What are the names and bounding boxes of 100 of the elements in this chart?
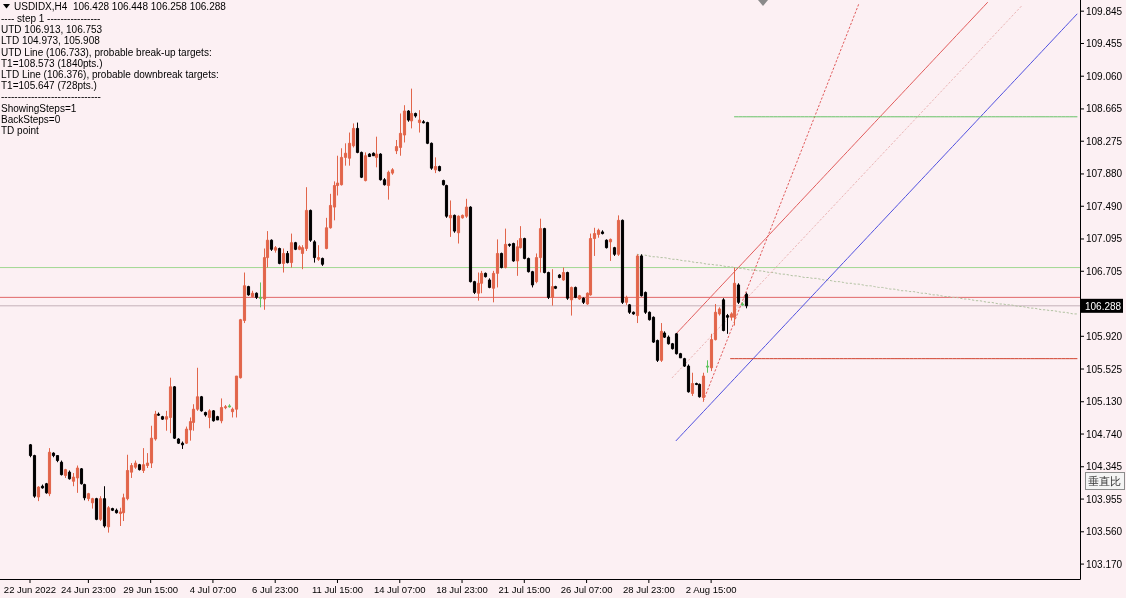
y-tick-label: 103.955 bbox=[1086, 493, 1123, 505]
candlestick bbox=[44, 482, 49, 495]
candlestick bbox=[577, 294, 582, 301]
candlestick bbox=[320, 257, 325, 267]
candlestick bbox=[464, 198, 469, 219]
y-tick-label: 108.665 bbox=[1086, 103, 1123, 115]
candlestick bbox=[732, 267, 737, 327]
candlestick bbox=[367, 152, 372, 158]
y-tick-label: 107.880 bbox=[1086, 168, 1123, 180]
x-tick-label: 21 Jul 15:00 bbox=[498, 584, 551, 595]
candlestick bbox=[476, 272, 481, 302]
y-tick-label: 108.275 bbox=[1086, 135, 1123, 147]
candlestick bbox=[156, 412, 161, 417]
candlestick bbox=[63, 468, 68, 479]
candlestick bbox=[553, 285, 558, 290]
annotation: UTD Line (106.733), probable break-up targets: bbox=[1, 46, 212, 58]
candlestick bbox=[433, 156, 438, 174]
candlestick bbox=[600, 229, 605, 235]
candlestick bbox=[55, 455, 60, 463]
annotation: T1=108.573 (1840pts.) bbox=[1, 57, 103, 69]
y-tick-label: 104.345 bbox=[1086, 461, 1123, 473]
candlestick bbox=[608, 238, 613, 262]
candlestick bbox=[550, 268, 555, 307]
annotation: ------------------------------ bbox=[1, 91, 101, 103]
annotation: LTD 104.973, 105.908 bbox=[1, 35, 101, 47]
candlestick bbox=[581, 296, 586, 305]
x-tick-label: 18 Jul 23:00 bbox=[436, 584, 488, 595]
candlestick bbox=[281, 248, 286, 274]
x-tick-label: 2 Aug 15:00 bbox=[685, 584, 737, 595]
candlestick bbox=[374, 136, 379, 168]
candlestick bbox=[180, 441, 185, 450]
y-tick-label: 105.130 bbox=[1086, 396, 1123, 408]
candlestick bbox=[409, 88, 414, 129]
candlestick bbox=[254, 291, 259, 300]
candlestick bbox=[110, 507, 115, 512]
candlestick bbox=[417, 109, 422, 134]
candlestick bbox=[273, 245, 278, 254]
x-tick-label: 29 Jun 15:00 bbox=[123, 584, 179, 595]
candlestick bbox=[75, 465, 80, 494]
candlestick bbox=[503, 228, 508, 269]
candlestick bbox=[203, 411, 208, 418]
x-tick-label: 11 Jul 15:00 bbox=[311, 584, 364, 595]
candlestick bbox=[386, 170, 391, 201]
candlestick bbox=[168, 377, 173, 434]
x-tick-label: 24 Jun 23:00 bbox=[60, 584, 116, 595]
candlestick bbox=[569, 286, 574, 317]
candlestick bbox=[246, 285, 251, 297]
y-tick-label: 106.705 bbox=[1086, 265, 1123, 277]
annotation: UTD 106.913, 106.753 bbox=[1, 24, 103, 36]
line-series bbox=[636, 253, 1078, 315]
annotation: ShowingSteps=1 bbox=[1, 102, 77, 114]
candlestick bbox=[413, 112, 418, 119]
candlestick bbox=[51, 451, 56, 458]
candlestick bbox=[36, 485, 41, 502]
candlestick bbox=[219, 397, 224, 424]
y-tick-label: 107.095 bbox=[1086, 233, 1123, 245]
y-tick-label: 105.525 bbox=[1086, 363, 1123, 375]
candlestick bbox=[289, 233, 294, 269]
annotation: ---- step 1 ---------------- bbox=[1, 13, 101, 24]
annotation: TD point bbox=[1, 125, 40, 136]
x-tick-label: 26 Jul 07:00 bbox=[560, 584, 613, 595]
annotation: T1=105.647 (728pts.) bbox=[1, 80, 97, 92]
x-tick-label: 14 Jul 07:00 bbox=[373, 584, 426, 595]
candlestick bbox=[102, 485, 107, 529]
line-series bbox=[675, 13, 1078, 442]
candlestick bbox=[67, 469, 72, 481]
candlestick bbox=[160, 415, 165, 421]
candlestick bbox=[316, 244, 321, 262]
candlestick bbox=[456, 214, 461, 245]
candlestick bbox=[227, 403, 232, 409]
ref-line-label: 106.288 bbox=[1085, 300, 1122, 312]
chart-title: USDIDX,H4 106.428 106.448 106.258 106.288 bbox=[14, 1, 227, 12]
candlestick bbox=[690, 372, 695, 397]
candlestick bbox=[557, 273, 562, 279]
candlestick bbox=[207, 408, 212, 429]
x-tick-label: 22 Jun 2022 bbox=[3, 584, 57, 595]
candlestick bbox=[561, 267, 566, 282]
y-tick-label: 109.845 bbox=[1086, 5, 1123, 17]
candlestick bbox=[114, 508, 119, 515]
candlestick bbox=[666, 334, 671, 346]
x-tick-label: 4 Jul 07:00 bbox=[189, 584, 237, 595]
line-series bbox=[671, 4, 1024, 379]
y-tick-label: 104.740 bbox=[1086, 428, 1123, 440]
candlestick bbox=[740, 301, 745, 307]
y-tick-label: 107.490 bbox=[1086, 200, 1123, 212]
candlestick bbox=[406, 109, 411, 123]
candlestick bbox=[487, 277, 492, 289]
candlestick bbox=[40, 484, 45, 490]
y-tick-label: 105.920 bbox=[1086, 330, 1123, 342]
y-tick-label: 103.560 bbox=[1086, 526, 1123, 538]
candlestick bbox=[312, 239, 317, 264]
candlestick bbox=[258, 281, 263, 308]
y-tick-label: 109.455 bbox=[1086, 37, 1123, 49]
y-tick-label: 103.170 bbox=[1086, 558, 1123, 570]
candlestick bbox=[624, 295, 629, 306]
annotation: BackSteps=0 bbox=[1, 113, 61, 125]
candlestick bbox=[90, 497, 95, 510]
x-tick-label: 6 Jul 23:00 bbox=[251, 584, 299, 595]
candlestick bbox=[141, 447, 146, 474]
candlestick bbox=[627, 303, 632, 315]
